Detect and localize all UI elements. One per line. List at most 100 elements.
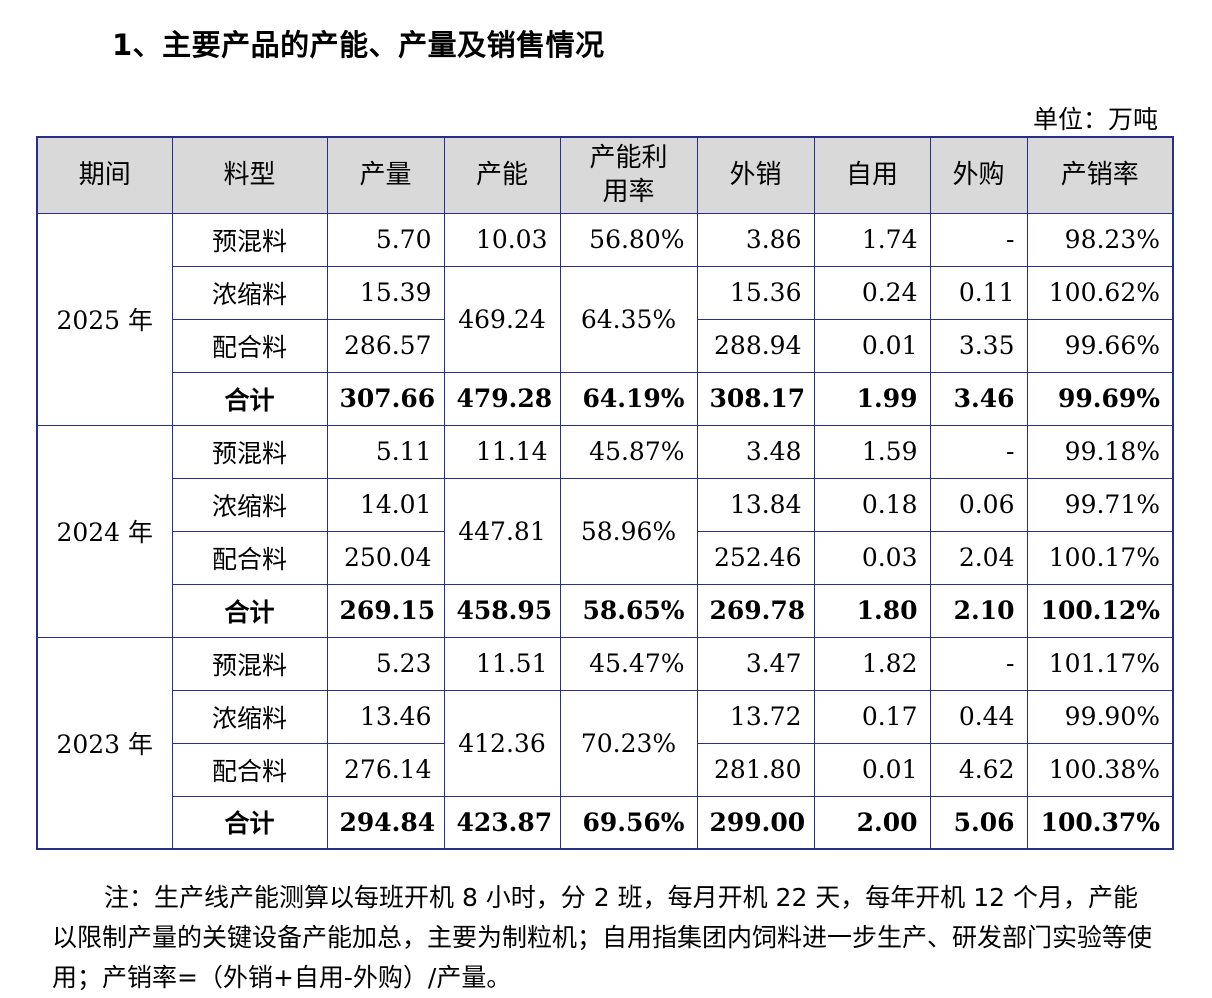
capacity-cell: 412.36 — [443, 689, 561, 797]
purchase-cell: 0.06 — [929, 477, 1028, 532]
type-cell: 浓缩料 — [171, 477, 328, 532]
sales-rate-cell: 99.66% — [1026, 318, 1174, 373]
header-period: 期间 — [36, 136, 173, 214]
self-use-cell: 0.03 — [813, 530, 931, 585]
sales-rate-cell: 100.62% — [1026, 265, 1174, 320]
output-cell: 15.39 — [326, 265, 445, 320]
type-cell: 预混料 — [171, 424, 328, 479]
header-utilization: 产能利用率 — [559, 136, 698, 214]
type-cell: 浓缩料 — [171, 689, 328, 744]
type-cell: 预混料 — [171, 636, 328, 691]
sales-rate-cell: 100.12% — [1026, 583, 1174, 638]
self-use-cell: 2.00 — [813, 795, 931, 850]
total-label-cell: 合计 — [171, 583, 328, 638]
total-label-cell: 合计 — [171, 371, 328, 426]
footnote: 注：生产线产能测算以每班开机 8 小时，分 2 班，每月开机 22 天，每年开机… — [52, 883, 1153, 992]
purchase-cell: 0.11 — [929, 265, 1028, 320]
table-row: 2024 年预混料 5.11 11.14 45.87% 3.48 1.59-99.18% — [36, 424, 1174, 638]
output-cell: 286.57 — [326, 318, 445, 373]
unit-label: 单位：万吨 — [1032, 105, 1158, 134]
capacity-cell: 447.81 — [443, 477, 561, 585]
purchase-cell: 4.62 — [929, 742, 1028, 797]
output-cell: 276.14 — [326, 742, 445, 797]
table-total-row: 合计 294.84 423.87 69.56% 299.00 2.00 5.06 100.37… — [37, 795, 1174, 850]
capacity-table: 期间 料型 产量 产能 产能利用率 外销 自用 外购 产销率 2025 年预混料… — [36, 136, 1174, 850]
table-row: 2025 年预混料 5.70 10.03 56.80% 3.86 1.74-98.23% — [36, 212, 1174, 426]
sales-cell: 252.46 — [696, 530, 815, 585]
sales-rate-cell: 100.17% — [1026, 530, 1174, 585]
purchase-cell: - — [929, 636, 1028, 691]
utilization-cell: 69.56% — [559, 795, 698, 850]
type-cell: 预混料 — [171, 212, 328, 267]
type-cell: 配合料 — [171, 742, 328, 797]
self-use-cell: 0.01 — [813, 742, 931, 797]
utilization-cell: 58.96% — [559, 477, 698, 585]
sales-cell: 288.94 — [696, 318, 815, 373]
period-cell: 2025 年 — [36, 212, 173, 426]
section-title: 1、主要产品的产能、产量及销售情况 — [112, 28, 605, 62]
header-capacity: 产能 — [443, 136, 561, 214]
total-label-cell: 合计 — [171, 795, 328, 850]
period-cell: 2023 年 — [36, 636, 173, 850]
type-cell: 浓缩料 — [171, 265, 328, 320]
purchase-cell: - — [929, 212, 1028, 267]
self-use-cell: 0.01 — [813, 318, 931, 373]
sales-rate-cell: 99.18% — [1026, 424, 1174, 479]
output-cell: 5.23 — [326, 636, 445, 691]
table-row: 配合料 250.04 252.46 0.03 2.04 100.17% — [37, 530, 1174, 585]
header-sales-rate: 产销率 — [1026, 136, 1174, 214]
sales-rate-cell: 98.23% — [1026, 212, 1174, 267]
period-cell: 2024 年 — [36, 424, 173, 638]
sales-cell: 13.72 — [696, 689, 815, 744]
table-total-row: 合计 269.15 458.95 58.65% 269.78 1.80 2.10 100.12… — [37, 583, 1174, 638]
utilization-cell: 58.65% — [559, 583, 698, 638]
header-output: 产量 — [326, 136, 445, 214]
sales-cell: 281.80 — [696, 742, 815, 797]
self-use-cell: 0.17 — [813, 689, 931, 744]
self-use-cell: 1.59 — [813, 424, 931, 479]
output-cell: 5.11 — [326, 424, 445, 479]
output-cell: 14.01 — [326, 477, 445, 532]
output-cell: 250.04 — [326, 530, 445, 585]
capacity-cell: 479.28 — [443, 371, 561, 426]
table-row: 浓缩料 14.01 447.81 58.96% 13.84 0.18 0.06 99.71% — [37, 477, 1174, 585]
purchase-cell: 0.44 — [929, 689, 1028, 744]
header-type: 料型 — [171, 136, 328, 214]
utilization-cell: 56.80% — [559, 212, 698, 267]
header-sales: 外销 — [696, 136, 815, 214]
table-header-row: 期间 料型 产量 产能 产能利用率 外销 自用 外购 产销率 — [36, 136, 1174, 214]
sales-rate-cell: 99.71% — [1026, 477, 1174, 532]
sales-cell: 3.86 — [696, 212, 815, 267]
sales-rate-cell: 100.38% — [1026, 742, 1174, 797]
self-use-cell: 1.80 — [813, 583, 931, 638]
utilization-cell: 70.23% — [559, 689, 698, 797]
sales-rate-cell: 99.69% — [1026, 371, 1174, 426]
sales-cell: 308.17 — [696, 371, 815, 426]
capacity-cell: 458.95 — [443, 583, 561, 638]
utilization-cell: 64.19% — [559, 371, 698, 426]
sales-cell: 3.48 — [696, 424, 815, 479]
sales-cell: 15.36 — [696, 265, 815, 320]
sales-cell: 3.47 — [696, 636, 815, 691]
purchase-cell: 5.06 — [929, 795, 1028, 850]
capacity-cell: 469.24 — [443, 265, 561, 373]
self-use-cell: 0.18 — [813, 477, 931, 532]
header-purchase: 外购 — [929, 136, 1028, 214]
output-cell: 307.66 — [326, 371, 445, 426]
self-use-cell: 1.99 — [813, 371, 931, 426]
type-cell: 配合料 — [171, 530, 328, 585]
purchase-cell: - — [929, 424, 1028, 479]
output-cell: 5.70 — [326, 212, 445, 267]
sales-rate-cell: 101.17% — [1026, 636, 1174, 691]
capacity-cell: 10.03 — [443, 212, 561, 267]
self-use-cell: 0.24 — [813, 265, 931, 320]
capacity-cell: 11.14 — [443, 424, 561, 479]
output-cell: 269.15 — [326, 583, 445, 638]
header-self-use: 自用 — [813, 136, 931, 214]
self-use-cell: 1.82 — [813, 636, 931, 691]
sales-cell: 299.00 — [696, 795, 815, 850]
header-utilization-text: 产能利用率 — [589, 143, 668, 208]
type-cell: 配合料 — [171, 318, 328, 373]
capacity-cell: 11.51 — [443, 636, 561, 691]
self-use-cell: 1.74 — [813, 212, 931, 267]
